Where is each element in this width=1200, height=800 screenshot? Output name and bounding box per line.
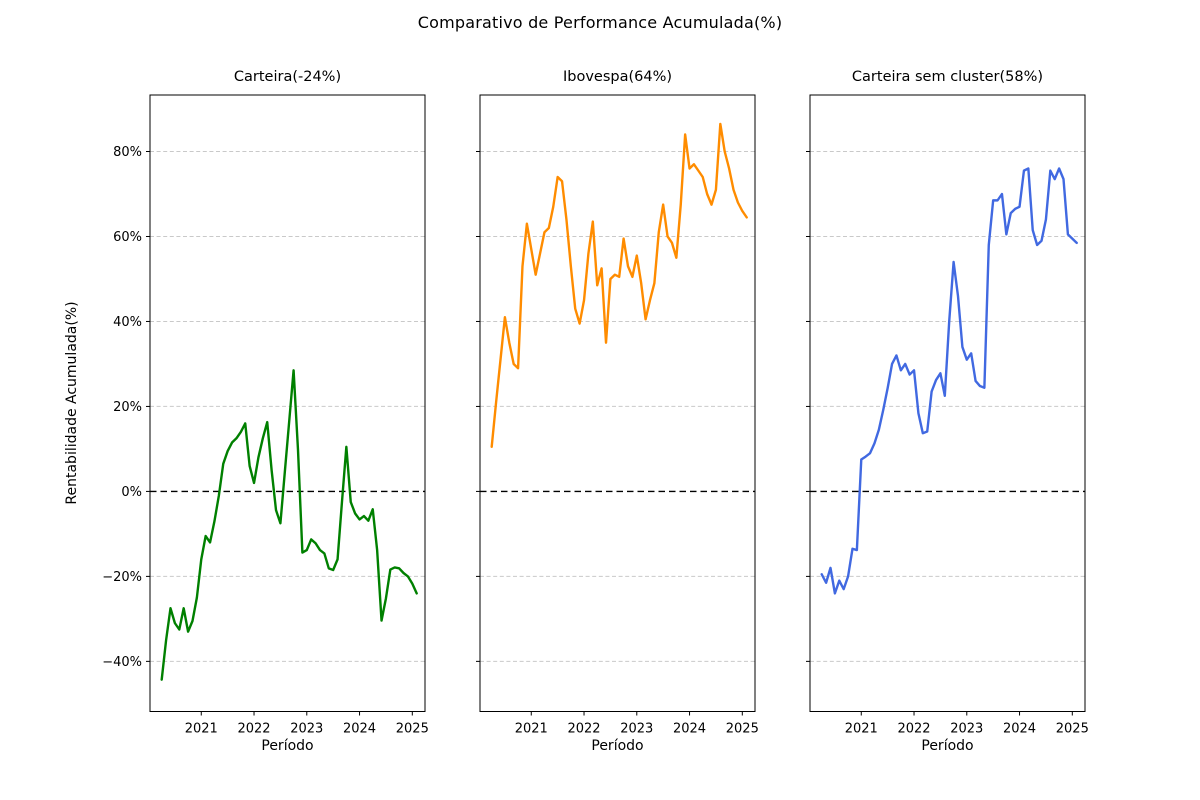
y-tick-label: 40% [113,315,142,330]
subplot-title-ibovespa: Ibovespa(64%) [562,69,673,85]
x-tick-label: 2022 [897,722,930,737]
x-axis-label-1: Período [261,738,314,754]
series-line [160,369,418,681]
plot-area [810,95,1085,712]
y-axis-label: Rentabilidade Acumulada(%) [64,301,80,505]
x-tick-label: 2021 [515,722,548,737]
x-tick-label: 2025 [726,722,759,737]
x-tick-label: 2021 [845,722,878,737]
x-tick-label: 2024 [1003,722,1036,737]
figure-title: Comparativo de Performance Acumulada(%) [417,13,783,32]
y-tick-label: −20% [102,570,142,585]
x-tick-label: 2021 [185,722,218,737]
subplot-2: 2021 2022 2023 2024 2025 [806,94,1089,737]
plot-area [480,95,755,712]
y-tick-label: −40% [102,655,142,670]
y-tick-label: 80% [113,145,142,160]
x-tick-label: 2025 [396,722,429,737]
x-tick-label: 2023 [290,722,323,737]
x-tick-label: 2022 [567,722,600,737]
axes-box [809,94,1086,712]
plot-area [150,95,425,712]
series-line [820,167,1078,595]
subplot-title-carteira-sem-cluster: Carteira sem cluster(58%) [851,69,1044,85]
x-tick-label: 2023 [620,722,653,737]
subplot-title-carteira: Carteira(-24%) [233,69,342,85]
series-line [490,122,748,448]
axes-box [479,94,756,712]
x-axis-label-3: Período [921,738,974,754]
y-tick-label: 60% [113,230,142,245]
y-tick-label: 0% [121,485,142,500]
x-tick-label: 2024 [343,722,376,737]
x-tick-label: 2024 [673,722,706,737]
x-tick-label: 2023 [950,722,983,737]
subplot-0: 2021 2022 2023 2024 2025 80% 60% 40% 20% 0% −20% −4… [102,94,429,737]
x-axis-label-2: Período [591,738,644,754]
x-tick-label: 2022 [237,722,270,737]
axes-box [149,94,426,712]
x-tick-label: 2025 [1056,722,1089,737]
subplot-1: 2021 2022 2023 2024 2025 [476,94,759,737]
y-tick-label: 20% [113,400,142,415]
